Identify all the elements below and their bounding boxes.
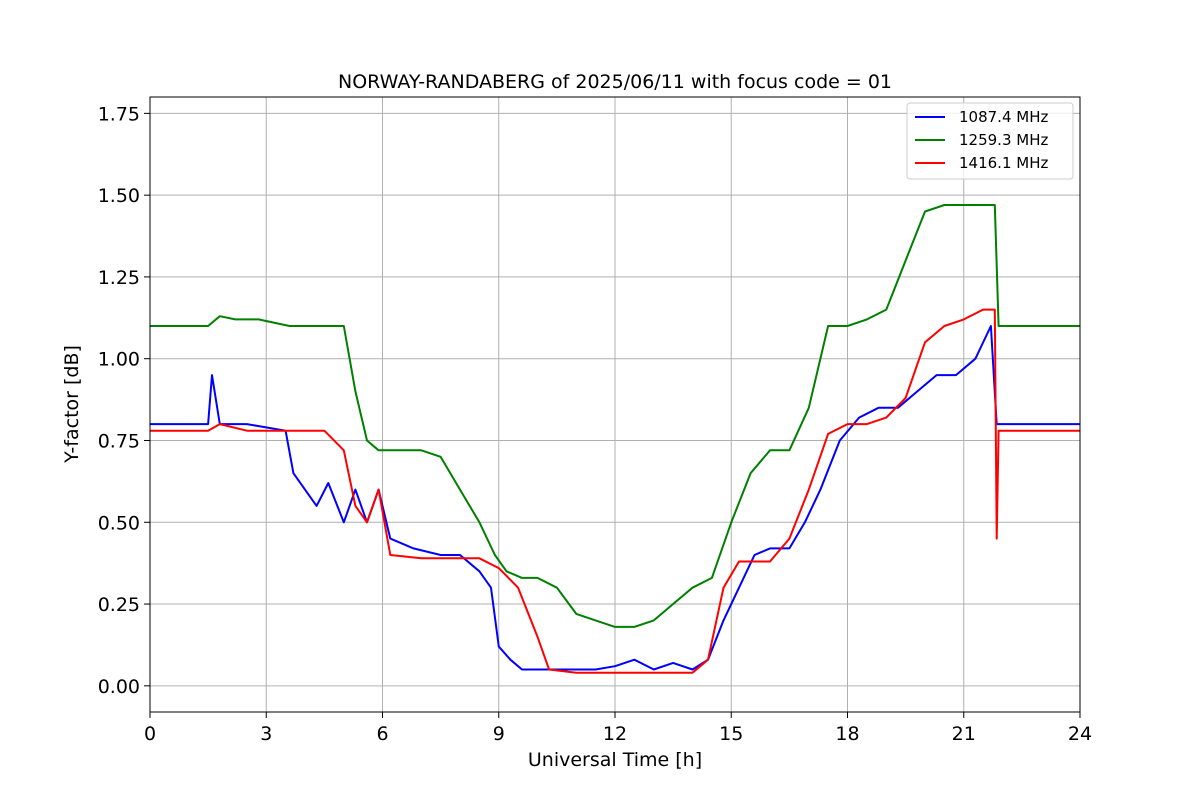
y-tick-label: 1.25 [98,267,140,289]
legend: 1087.4 MHz 1259.3 MHz 1416.1 MHz [906,102,1074,180]
x-tick-label: 6 [376,723,388,745]
chart-title: NORWAY-RANDABERG of 2025/06/11 with focu… [338,71,892,93]
x-tick-label: 12 [603,723,627,745]
y-axis-label: Y-factor [dB] [61,345,83,464]
y-tick-label: 0.75 [98,430,140,452]
y-tick-label: 1.75 [98,103,140,125]
series-line-3 [150,308,1080,674]
series-line-2 [150,204,1080,628]
x-tick-label: 21 [952,723,976,745]
legend-entry-label: 1416.1 MHz [959,154,1048,172]
legend-entry-label: 1259.3 MHz [959,131,1048,149]
x-tick-label: 24 [1068,723,1092,745]
y-tick-label: 0.00 [98,676,140,698]
y-tick-label: 1.00 [98,349,140,371]
x-tick-label: 0 [144,723,156,745]
y-tick-label: 0.25 [98,594,140,616]
series-layer [150,204,1080,674]
legend-entry-label: 1087.4 MHz [959,108,1048,126]
series-line-1 [150,325,1080,671]
x-tick-label: 15 [719,723,743,745]
y-tick-label: 1.50 [98,185,140,207]
x-tick-label: 18 [835,723,859,745]
x-axis-label: Universal Time [h] [528,749,702,771]
legend-box [906,102,1074,180]
x-tick-label: 3 [260,723,272,745]
y-tick-label: 0.50 [98,512,140,534]
x-tick-label: 9 [493,723,505,745]
axis-ticks: 0 3 6 9 12 15 18 21 24 0.00 0.25 0.50 0.75 1.00 1.25 1.… [98,103,1092,745]
